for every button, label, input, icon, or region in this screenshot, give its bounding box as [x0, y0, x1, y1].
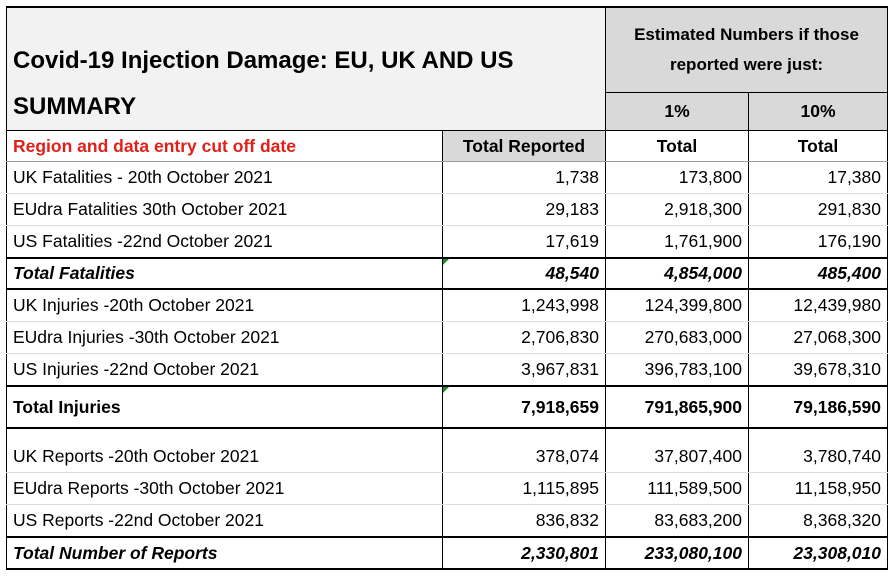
estimate-10pct-cell: 485,400 [747, 257, 889, 290]
row-label: UK Fatalities - 20th October 2021 [6, 161, 443, 194]
region-column-header: Region and data entry cut off date [6, 130, 443, 162]
row-label: EUdra Injuries -30th October 2021 [6, 321, 443, 354]
estimate-10pct-cell: 3,780,740 [747, 441, 889, 473]
estimate-1pct-cell: 791,865,900 [605, 385, 749, 429]
spacer-cell [442, 428, 606, 441]
estimate-header: Estimated Numbers if those reported were … [604, 5, 889, 93]
table-row: UK Injuries -20th October 2021 1,243,998… [6, 289, 889, 322]
estimate-1pct-cell: 37,807,400 [605, 441, 749, 473]
table-row: US Fatalities -22nd October 2021 17,619 … [6, 225, 889, 259]
total-reported-cell: 1,243,998 [442, 289, 606, 322]
total-10pct-header: Total [747, 130, 889, 162]
table-row: US Reports -22nd October 2021 836,832 83… [6, 504, 889, 538]
total-reported-cell: 3,967,831 [442, 353, 606, 387]
row-label: EUdra Reports -30th October 2021 [6, 472, 443, 505]
spacer-row [6, 428, 889, 441]
estimate-10pct-cell: 27,068,300 [747, 321, 889, 354]
spacer-cell [605, 428, 749, 441]
estimate-1pct-cell: 270,683,000 [605, 321, 749, 354]
total-reported-cell: 2,330,801 [442, 536, 606, 570]
total-reported-cell: 2,706,830 [442, 321, 606, 354]
estimate-10pct-cell: 79,186,590 [747, 385, 889, 429]
total-row-label: Total Injuries [6, 385, 443, 429]
row-label: UK Injuries -20th October 2021 [6, 289, 443, 322]
row-label: US Injuries -22nd October 2021 [6, 353, 443, 387]
table-row: UK Reports -20th October 2021 378,074 37… [6, 441, 889, 473]
total-reported-cell: 1,738 [442, 161, 606, 194]
estimate-header-line-2: reported were just: [669, 54, 824, 74]
estimate-10pct-cell: 291,830 [747, 193, 889, 226]
estimate-1pct-cell: 124,399,800 [605, 289, 749, 322]
estimate-10pct-cell: 23,308,010 [747, 536, 889, 570]
estimate-header-line-1: Estimated Numbers if those [634, 24, 859, 44]
estimate-1pct-cell: 83,683,200 [605, 504, 749, 538]
estimate-1pct-cell: 396,783,100 [605, 353, 749, 387]
total-fatalities-row: Total Fatalities 48,540 4,854,000 485,40… [6, 257, 889, 290]
estimate-1pct-cell: 111,589,500 [605, 472, 749, 505]
total-injuries-row: Total Injuries 7,918,659 791,865,900 79,… [6, 385, 889, 429]
estimate-10pct-cell: 11,158,950 [747, 472, 889, 505]
spacer-cell [6, 428, 443, 441]
estimate-10pct-cell: 12,439,980 [747, 289, 889, 322]
estimate-10pct-cell: 8,368,320 [747, 504, 889, 538]
table-row: UK Fatalities - 20th October 2021 1,738 … [6, 161, 889, 194]
total-reported-cell: 836,832 [442, 504, 606, 538]
total-reported-header: Total Reported [442, 130, 606, 162]
table-row: EUdra Reports -30th October 2021 1,115,8… [6, 472, 889, 505]
title-line-1: Covid-19 Injection Damage: EU, UK AND US [13, 47, 514, 74]
title-line-2: SUMMARY [13, 93, 137, 120]
summary-table: Covid-19 Injection Damage: EU, UK AND US… [6, 5, 889, 570]
total-reported-cell: 7,918,659 [442, 385, 606, 429]
row-label: US Reports -22nd October 2021 [6, 504, 443, 538]
pct-1-header: 1% [605, 92, 749, 132]
total-reports-row: Total Number of Reports 2,330,801 233,08… [6, 536, 889, 570]
total-1pct-header: Total [605, 130, 749, 162]
total-row-label: Total Fatalities [6, 257, 443, 290]
table-row: US Injuries -22nd October 2021 3,967,831… [6, 353, 889, 387]
spacer-cell [747, 428, 889, 441]
estimate-10pct-cell: 176,190 [747, 225, 889, 259]
table-row: EUdra Injuries -30th October 2021 2,706,… [6, 321, 889, 354]
total-reported-cell: 17,619 [442, 225, 606, 259]
estimate-10pct-cell: 39,678,310 [747, 353, 889, 387]
estimate-1pct-cell: 2,918,300 [605, 193, 749, 226]
row-label: US Fatalities -22nd October 2021 [6, 225, 443, 259]
pct-10-header: 10% [747, 92, 889, 132]
total-reported-cell: 29,183 [442, 193, 606, 226]
estimate-1pct-cell: 4,854,000 [605, 257, 749, 290]
table-row: EUdra Fatalities 30th October 2021 29,18… [6, 193, 889, 226]
row-label: EUdra Fatalities 30th October 2021 [6, 193, 443, 226]
total-reported-cell: 378,074 [442, 441, 606, 473]
total-reported-cell: 1,115,895 [442, 472, 606, 505]
total-reported-cell: 48,540 [442, 257, 606, 290]
estimate-1pct-cell: 173,800 [605, 161, 749, 194]
total-row-label: Total Number of Reports [6, 536, 443, 570]
row-label: UK Reports -20th October 2021 [6, 441, 443, 473]
estimate-10pct-cell: 17,380 [747, 161, 889, 194]
estimate-1pct-cell: 1,761,900 [605, 225, 749, 259]
estimate-1pct-cell: 233,080,100 [605, 536, 749, 570]
table-title: Covid-19 Injection Damage: EU, UK AND US… [6, 6, 606, 131]
